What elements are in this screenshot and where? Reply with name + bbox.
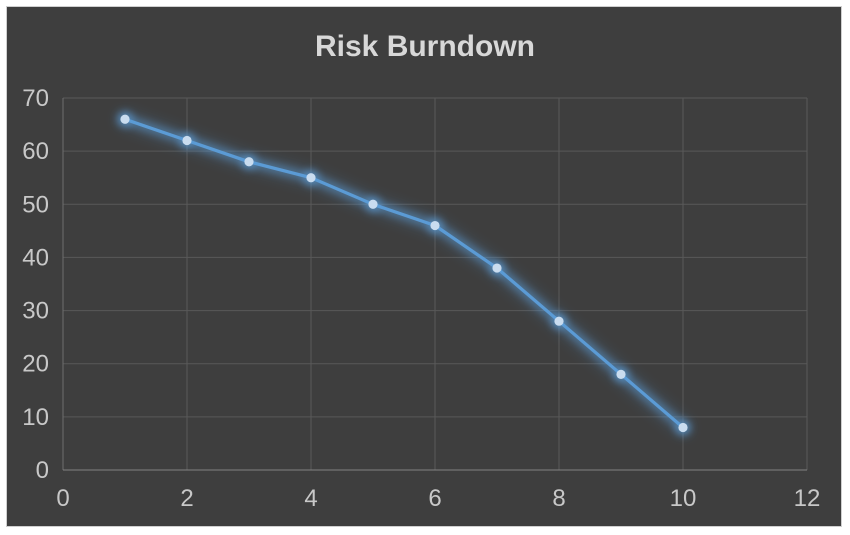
y-tick-label: 0 (36, 457, 49, 484)
x-tick-label: 10 (670, 485, 697, 512)
data-point-marker (244, 157, 254, 167)
series-path (123, 117, 685, 430)
y-tick-label: 60 (22, 138, 49, 165)
y-tick-label: 70 (22, 85, 49, 112)
data-point-marker (306, 173, 316, 183)
gridlines (63, 97, 808, 470)
data-point-marker (368, 199, 378, 209)
data-point-marker (120, 114, 130, 124)
y-tick-label: 50 (22, 191, 49, 218)
data-point-marker (678, 422, 688, 433)
chart-frame[interactable] (6, 6, 842, 527)
series-line (117, 111, 691, 436)
data-point-marker (430, 220, 440, 231)
y-tick-label: 40 (22, 244, 49, 271)
data-point-marker (554, 316, 564, 326)
y-tick-label: 30 (22, 298, 49, 325)
x-tick-label: 12 (794, 485, 821, 512)
series-glow-outer (117, 111, 691, 436)
y-tick-label: 20 (22, 351, 49, 378)
data-point-marker (616, 369, 626, 379)
chart-title: Risk Burndown (314, 30, 535, 63)
data-point-marker (492, 263, 502, 273)
y-tick-label: 10 (22, 404, 49, 431)
data-point-marker (182, 135, 192, 146)
tick-labels: 0 2 4 6 8 10 12 0 10 20 30 40 50 60 70 (22, 85, 820, 512)
x-tick-label: 8 (552, 485, 565, 512)
series-glow (120, 114, 688, 432)
x-tick-label: 6 (428, 485, 441, 512)
x-tick-label: 2 (180, 485, 193, 512)
x-tick-label: 4 (304, 485, 317, 512)
x-tick-label: 0 (56, 485, 69, 512)
axis-lines (62, 98, 807, 471)
